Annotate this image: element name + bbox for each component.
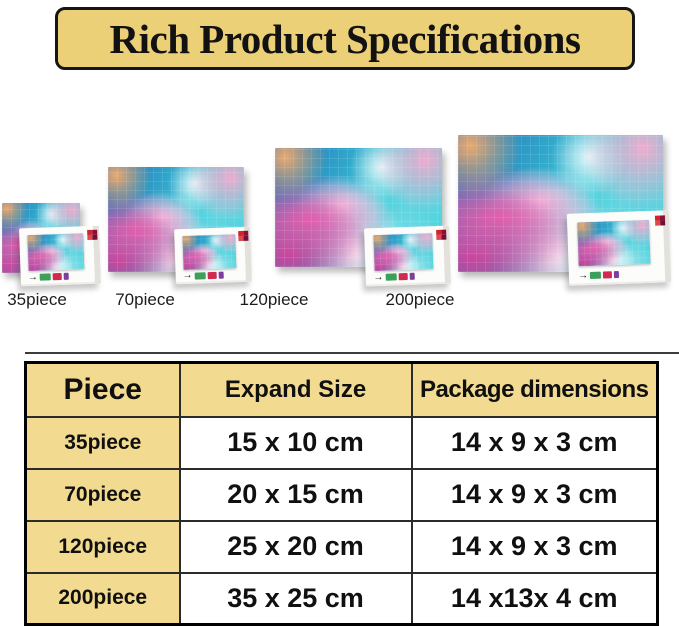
color-bar-icon [385, 273, 397, 282]
arrow-icon: → [27, 271, 39, 284]
package-box-70: → [174, 226, 252, 285]
cell-piece: 200piece [24, 571, 181, 626]
puzzle-pieces-logo-icon [654, 215, 660, 221]
table-header-row: Piece Expand Size Package dimensions [24, 361, 659, 418]
cell-package: 14 x13x 4 cm [410, 571, 659, 626]
arrow-icon: → [182, 269, 193, 282]
package-cover-art [372, 233, 434, 272]
cell-piece: 120piece [24, 519, 181, 574]
cell-piece: 70piece [24, 467, 181, 522]
package-brand-strip: → [373, 271, 415, 284]
cell-package: 14 x 9 x 3 cm [410, 519, 659, 574]
package-brand-strip: → [577, 270, 620, 282]
package-cover-art [181, 233, 237, 270]
color-bar-icon [603, 271, 613, 280]
color-bar-icon [207, 271, 217, 279]
divider-line [25, 352, 679, 354]
cell-package: 14 x 9 x 3 cm [410, 467, 659, 522]
color-bar-icon [409, 273, 415, 281]
color-bar-icon [39, 273, 52, 282]
arrow-icon: → [577, 270, 589, 282]
arrow-icon: → [373, 271, 384, 284]
color-bar-icon [590, 272, 602, 280]
package-cover-art [577, 219, 651, 267]
title-banner: Rich Product Specifications [55, 7, 635, 70]
page-title: Rich Product Specifications [109, 15, 581, 62]
header-piece: Piece [24, 361, 181, 418]
color-bar-icon [63, 273, 70, 281]
cell-expand-size: 35 x 25 cm [178, 571, 413, 626]
package-brand-strip: → [182, 269, 224, 282]
table-row: 120piece 25 x 20 cm 14 x 9 x 3 cm [24, 519, 659, 574]
package-box-200: → [566, 210, 672, 286]
color-bar-icon [218, 271, 224, 279]
puzzle-pieces-logo-icon [86, 229, 93, 236]
puzzle-size-label: 200piece [385, 290, 455, 309]
package-cover-art [27, 233, 85, 272]
cell-piece: 35piece [24, 415, 181, 470]
puzzle-size-label: 70piece [115, 290, 175, 309]
table-row: 70piece 20 x 15 cm 14 x 9 x 3 cm [24, 467, 659, 522]
table-row: 35piece 15 x 10 cm 14 x 9 x 3 cm [24, 415, 659, 470]
color-bar-icon [398, 273, 408, 281]
package-brand-strip: → [27, 271, 70, 284]
color-bar-icon [52, 273, 63, 281]
puzzle-pieces-logo-icon [238, 230, 244, 236]
cell-expand-size: 25 x 20 cm [178, 519, 413, 574]
cell-package: 14 x 9 x 3 cm [410, 415, 659, 470]
puzzle-size-label: 120piece [239, 290, 309, 309]
color-bar-icon [194, 271, 206, 280]
package-box-120: → [364, 225, 451, 287]
color-bar-icon [613, 271, 620, 279]
header-package-dimensions: Package dimensions [410, 361, 659, 418]
table-row: 200piece 35 x 25 cm 14 x13x 4 cm [24, 571, 659, 626]
cell-expand-size: 20 x 15 cm [178, 467, 413, 522]
header-expand-size: Expand Size [178, 361, 413, 418]
cell-expand-size: 15 x 10 cm [178, 415, 413, 470]
puzzle-size-label: 35piece [7, 290, 67, 309]
spec-table: Piece Expand Size Package dimensions 35p… [24, 361, 659, 626]
package-box-35: → [19, 225, 101, 287]
puzzle-pieces-logo-icon [436, 229, 442, 236]
